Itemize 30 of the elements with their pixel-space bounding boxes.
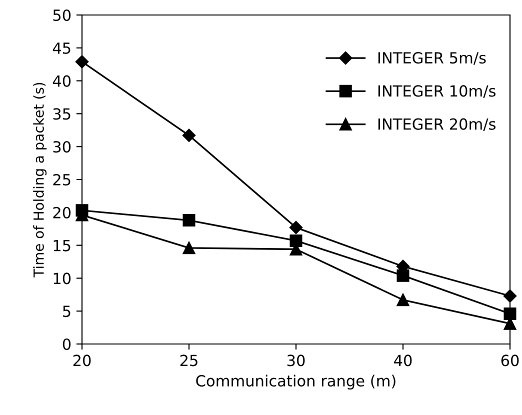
y-axis-title: Time of Holding a packet (s) (33, 82, 47, 278)
y-tick-label: 40 (52, 75, 71, 87)
x-axis-title: Communication range (m) (196, 374, 396, 390)
x-tick-label: 20 (73, 354, 91, 366)
x-tick-label: 60 (501, 354, 519, 366)
y-tick-label: 10 (54, 272, 71, 284)
x-tick-label: 30 (287, 354, 305, 366)
point (182, 128, 196, 142)
point (396, 269, 410, 282)
point (182, 214, 196, 227)
y-tick-label: 45 (52, 42, 70, 54)
legend-label: INTEGER 10m/s (378, 85, 496, 98)
y-tick-label: 30 (53, 141, 71, 153)
x-tick-label: 40 (394, 354, 412, 366)
y-tick-label: 20 (53, 206, 71, 218)
y-tick-label: 0 (62, 338, 71, 350)
legend-label: INTEGER 5m/s (378, 52, 486, 65)
point (290, 234, 302, 247)
y-tick-label: 15 (54, 240, 70, 252)
y-tick-label: 5 (63, 306, 70, 318)
x-tick-label: 25 (180, 354, 198, 366)
point (182, 242, 196, 254)
point (504, 307, 516, 320)
point (396, 294, 410, 306)
point (75, 55, 89, 68)
y-tick-label: 35 (53, 108, 70, 120)
y-tick-label: 50 (53, 9, 71, 22)
y-tick-label: 25 (53, 174, 70, 186)
legend-label: INTEGER 20m/s (378, 118, 496, 132)
point (289, 220, 303, 234)
